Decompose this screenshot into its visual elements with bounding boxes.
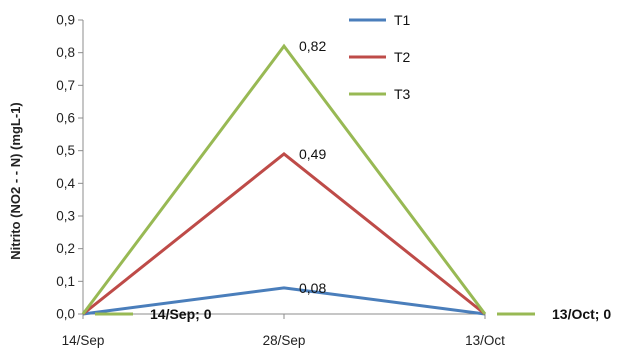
x-tick-label: 13/Oct bbox=[465, 333, 505, 348]
legend-label: T3 bbox=[394, 86, 411, 102]
y-tick-label: 0,1 bbox=[56, 274, 75, 289]
legend-label: T1 bbox=[394, 12, 411, 28]
y-tick-label: 0,2 bbox=[56, 241, 75, 256]
callout-label: 13/Oct; 0 bbox=[552, 306, 611, 322]
series-line-t1 bbox=[82, 286, 486, 316]
series-line-t2 bbox=[82, 152, 486, 316]
data-labels: 0,82 0,49 0,08 14/Sep; 0 13/Oct; 0 bbox=[95, 38, 611, 322]
y-tick-label: 0,3 bbox=[56, 209, 75, 224]
y-tick-label: 0,7 bbox=[56, 78, 75, 93]
x-tick-label: 14/Sep bbox=[62, 333, 105, 348]
data-label: 0,82 bbox=[299, 38, 326, 54]
y-tick-label: 0,6 bbox=[56, 111, 75, 126]
data-label: 0,08 bbox=[299, 280, 326, 296]
x-tick-label: 28/Sep bbox=[263, 333, 306, 348]
y-tick-label: 0,9 bbox=[56, 13, 75, 28]
data-label: 0,49 bbox=[299, 146, 326, 162]
y-tick-label: 0,0 bbox=[56, 307, 75, 322]
callout-label: 14/Sep; 0 bbox=[150, 306, 212, 322]
legend: T1 T2 T3 bbox=[349, 12, 411, 102]
series-line-t3 bbox=[81, 43, 487, 315]
y-tick-label: 0,8 bbox=[56, 45, 75, 60]
axes: 0,0 0,1 0,2 0,3 0,4 0,5 0,6 0,7 0,8 0,9 14/Sep 28/S… bbox=[8, 13, 505, 348]
series-lines bbox=[81, 43, 487, 316]
y-tick-label: 0,4 bbox=[56, 176, 75, 191]
legend-label: T2 bbox=[394, 49, 411, 65]
y-axis-label: Nitrito (NO2 - - N) (mgL-1) bbox=[8, 102, 23, 259]
y-tick-label: 0,5 bbox=[56, 143, 75, 158]
